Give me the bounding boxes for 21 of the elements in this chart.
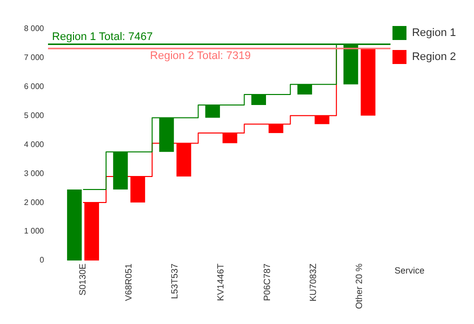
y-tick-label: 0 [40, 256, 45, 265]
x-tick-label: KU7083Z [308, 262, 318, 302]
y-tick-label: 1 000 [24, 226, 45, 236]
y-tick-label: 7 000 [24, 52, 45, 62]
x-tick-label: Other 20 % [354, 263, 364, 310]
legend-label: Region 2 [412, 51, 456, 64]
x-axis-title: Service [394, 265, 424, 276]
y-tick-label: 5 000 [24, 110, 45, 120]
ref-line-label: Region 1 Total: 7467 [52, 30, 153, 43]
ref-line-label: Region 2 Total: 7319 [150, 50, 251, 62]
x-tick-label: P06C787 [262, 263, 272, 302]
legend-label: Region 1 [412, 27, 456, 40]
y-tick-label: 3 000 [24, 168, 45, 178]
x-tick-label: S0130E [78, 263, 88, 296]
y-tick-label: 4 000 [24, 140, 45, 149]
x-tick-label: L53T537 [170, 263, 180, 300]
x-tick-label: KV1446T [216, 262, 226, 302]
y-tick-label: 8 000 [24, 24, 45, 34]
y-tick-label: 6 000 [24, 82, 45, 91]
x-tick-label: V68R051 [124, 263, 134, 302]
y-tick-label: 2 000 [24, 198, 45, 207]
